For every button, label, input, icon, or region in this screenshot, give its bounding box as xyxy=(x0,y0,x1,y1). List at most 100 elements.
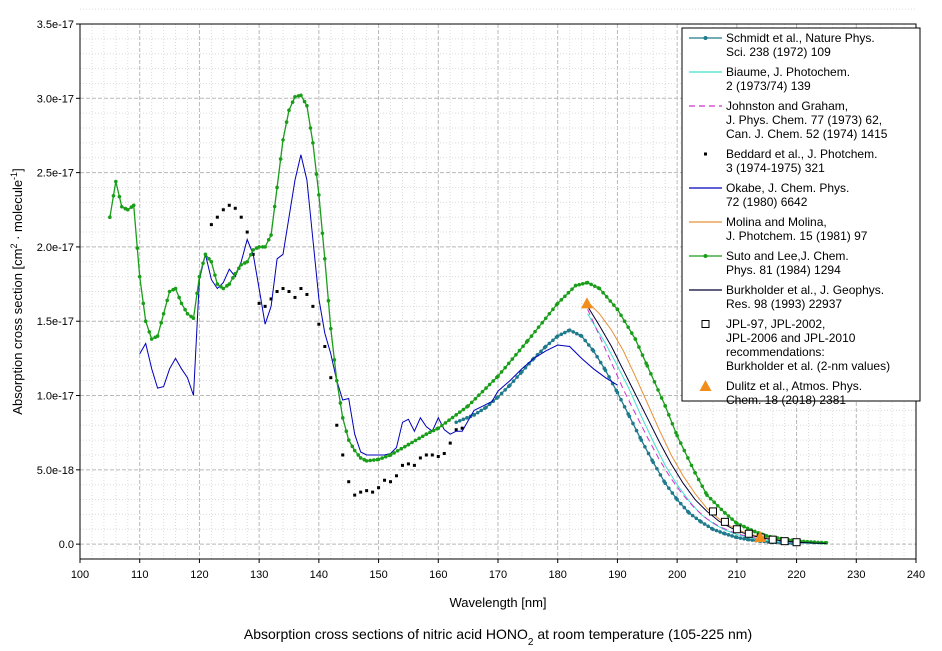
data-point xyxy=(645,364,650,368)
x-tick-label: 180 xyxy=(549,569,567,581)
data-point xyxy=(149,337,154,341)
data-point xyxy=(344,429,349,433)
data-point xyxy=(147,330,152,334)
data-point xyxy=(730,517,734,521)
data-point xyxy=(290,100,295,104)
data-point xyxy=(503,365,507,370)
data-point xyxy=(221,208,225,212)
legend-entry-text: Burkholder et al. (2-nm values) xyxy=(726,359,890,373)
data-point xyxy=(714,528,719,533)
data-point xyxy=(108,215,112,219)
data-point xyxy=(221,286,226,291)
data-point xyxy=(694,516,699,521)
data-point xyxy=(819,540,824,545)
data-point xyxy=(570,287,574,291)
data-point xyxy=(573,283,578,288)
data-point xyxy=(209,223,213,227)
data-point xyxy=(335,423,339,427)
legend-entry-text: J. Phys. Chem. 77 (1973) 62, xyxy=(726,113,882,127)
x-tick-label: 170 xyxy=(489,569,507,581)
data-point xyxy=(237,266,241,271)
data-point xyxy=(420,434,425,439)
data-point xyxy=(597,286,602,291)
legend-entry-text: Dulitz et al., Atmos. Phys. xyxy=(726,379,862,393)
legend-entry-text: Johnston and Graham, xyxy=(726,99,848,113)
data-point xyxy=(563,330,567,335)
data-point xyxy=(173,286,178,291)
data-point xyxy=(658,473,663,477)
data-point xyxy=(678,441,683,445)
data-point xyxy=(732,525,741,534)
data-point xyxy=(179,301,184,306)
legend-entry-text: Res. 98 (1993) 22937 xyxy=(726,297,842,311)
data-point xyxy=(263,245,267,249)
data-point xyxy=(768,535,777,544)
data-point xyxy=(338,401,343,405)
legend-entry-text: 3 (1974-1975) 321 xyxy=(726,161,825,175)
data-point xyxy=(245,230,249,234)
data-point xyxy=(543,344,548,349)
data-point xyxy=(365,489,369,493)
data-point xyxy=(183,307,187,312)
data-point xyxy=(450,415,455,420)
series-4 xyxy=(139,154,618,456)
data-point xyxy=(619,313,623,318)
data-point xyxy=(663,481,667,486)
legend-entry-text: J. Photchem. 15 (1981) 97 xyxy=(726,229,868,243)
data-point xyxy=(515,375,519,379)
data-point xyxy=(651,460,656,465)
data-point xyxy=(239,215,243,219)
x-tick-label: 160 xyxy=(429,569,447,581)
data-point xyxy=(496,395,500,399)
data-point xyxy=(155,334,160,338)
legend-entry-text: Phys. 81 (1984) 1294 xyxy=(726,263,841,277)
legend-marker xyxy=(701,320,710,328)
data-point xyxy=(215,282,220,286)
legend-marker xyxy=(703,254,708,258)
data-point xyxy=(281,287,285,291)
data-point xyxy=(579,334,584,338)
data-point xyxy=(752,529,757,534)
data-point xyxy=(358,456,363,460)
x-tick-label: 220 xyxy=(787,569,805,581)
data-point xyxy=(299,93,303,98)
data-point xyxy=(383,454,388,459)
data-point xyxy=(383,478,387,482)
legend-entry-text: Biaume, J. Photochem. xyxy=(726,65,850,79)
data-point xyxy=(117,194,122,199)
data-point xyxy=(473,396,478,401)
series-line xyxy=(139,154,618,456)
data-point xyxy=(137,274,142,279)
data-point xyxy=(520,369,524,374)
legend-marker xyxy=(699,380,712,391)
data-point xyxy=(479,408,484,413)
data-point xyxy=(514,353,518,357)
data-point xyxy=(269,233,273,237)
data-point xyxy=(461,417,466,422)
data-point xyxy=(457,410,462,414)
data-point xyxy=(663,404,667,408)
legend-entry-text: Chem. 18 (2018) 2381 xyxy=(726,393,846,407)
data-point xyxy=(442,451,446,455)
data-point xyxy=(131,203,136,208)
data-point xyxy=(281,138,285,142)
data-point xyxy=(472,413,476,417)
legend-entry-text: 2 (1973/74) 139 xyxy=(726,79,811,93)
data-point xyxy=(461,407,466,412)
x-tick-label: 130 xyxy=(250,569,268,581)
data-point xyxy=(533,329,537,334)
legend: Schmidt et al., Nature Phys.Sci. 238 (19… xyxy=(681,27,921,407)
data-point xyxy=(284,120,289,124)
y-tick-label: 2.5e-17 xyxy=(37,168,74,180)
y-tick-label: 2.0e-17 xyxy=(37,242,74,254)
data-point xyxy=(352,448,357,453)
data-point xyxy=(511,379,516,383)
data-point xyxy=(555,301,560,306)
data-point xyxy=(248,252,253,257)
legend-swatch xyxy=(689,254,722,258)
data-point xyxy=(161,311,166,316)
data-point xyxy=(431,428,436,433)
data-point xyxy=(735,521,739,526)
data-point xyxy=(747,537,751,542)
data-point xyxy=(308,126,313,130)
